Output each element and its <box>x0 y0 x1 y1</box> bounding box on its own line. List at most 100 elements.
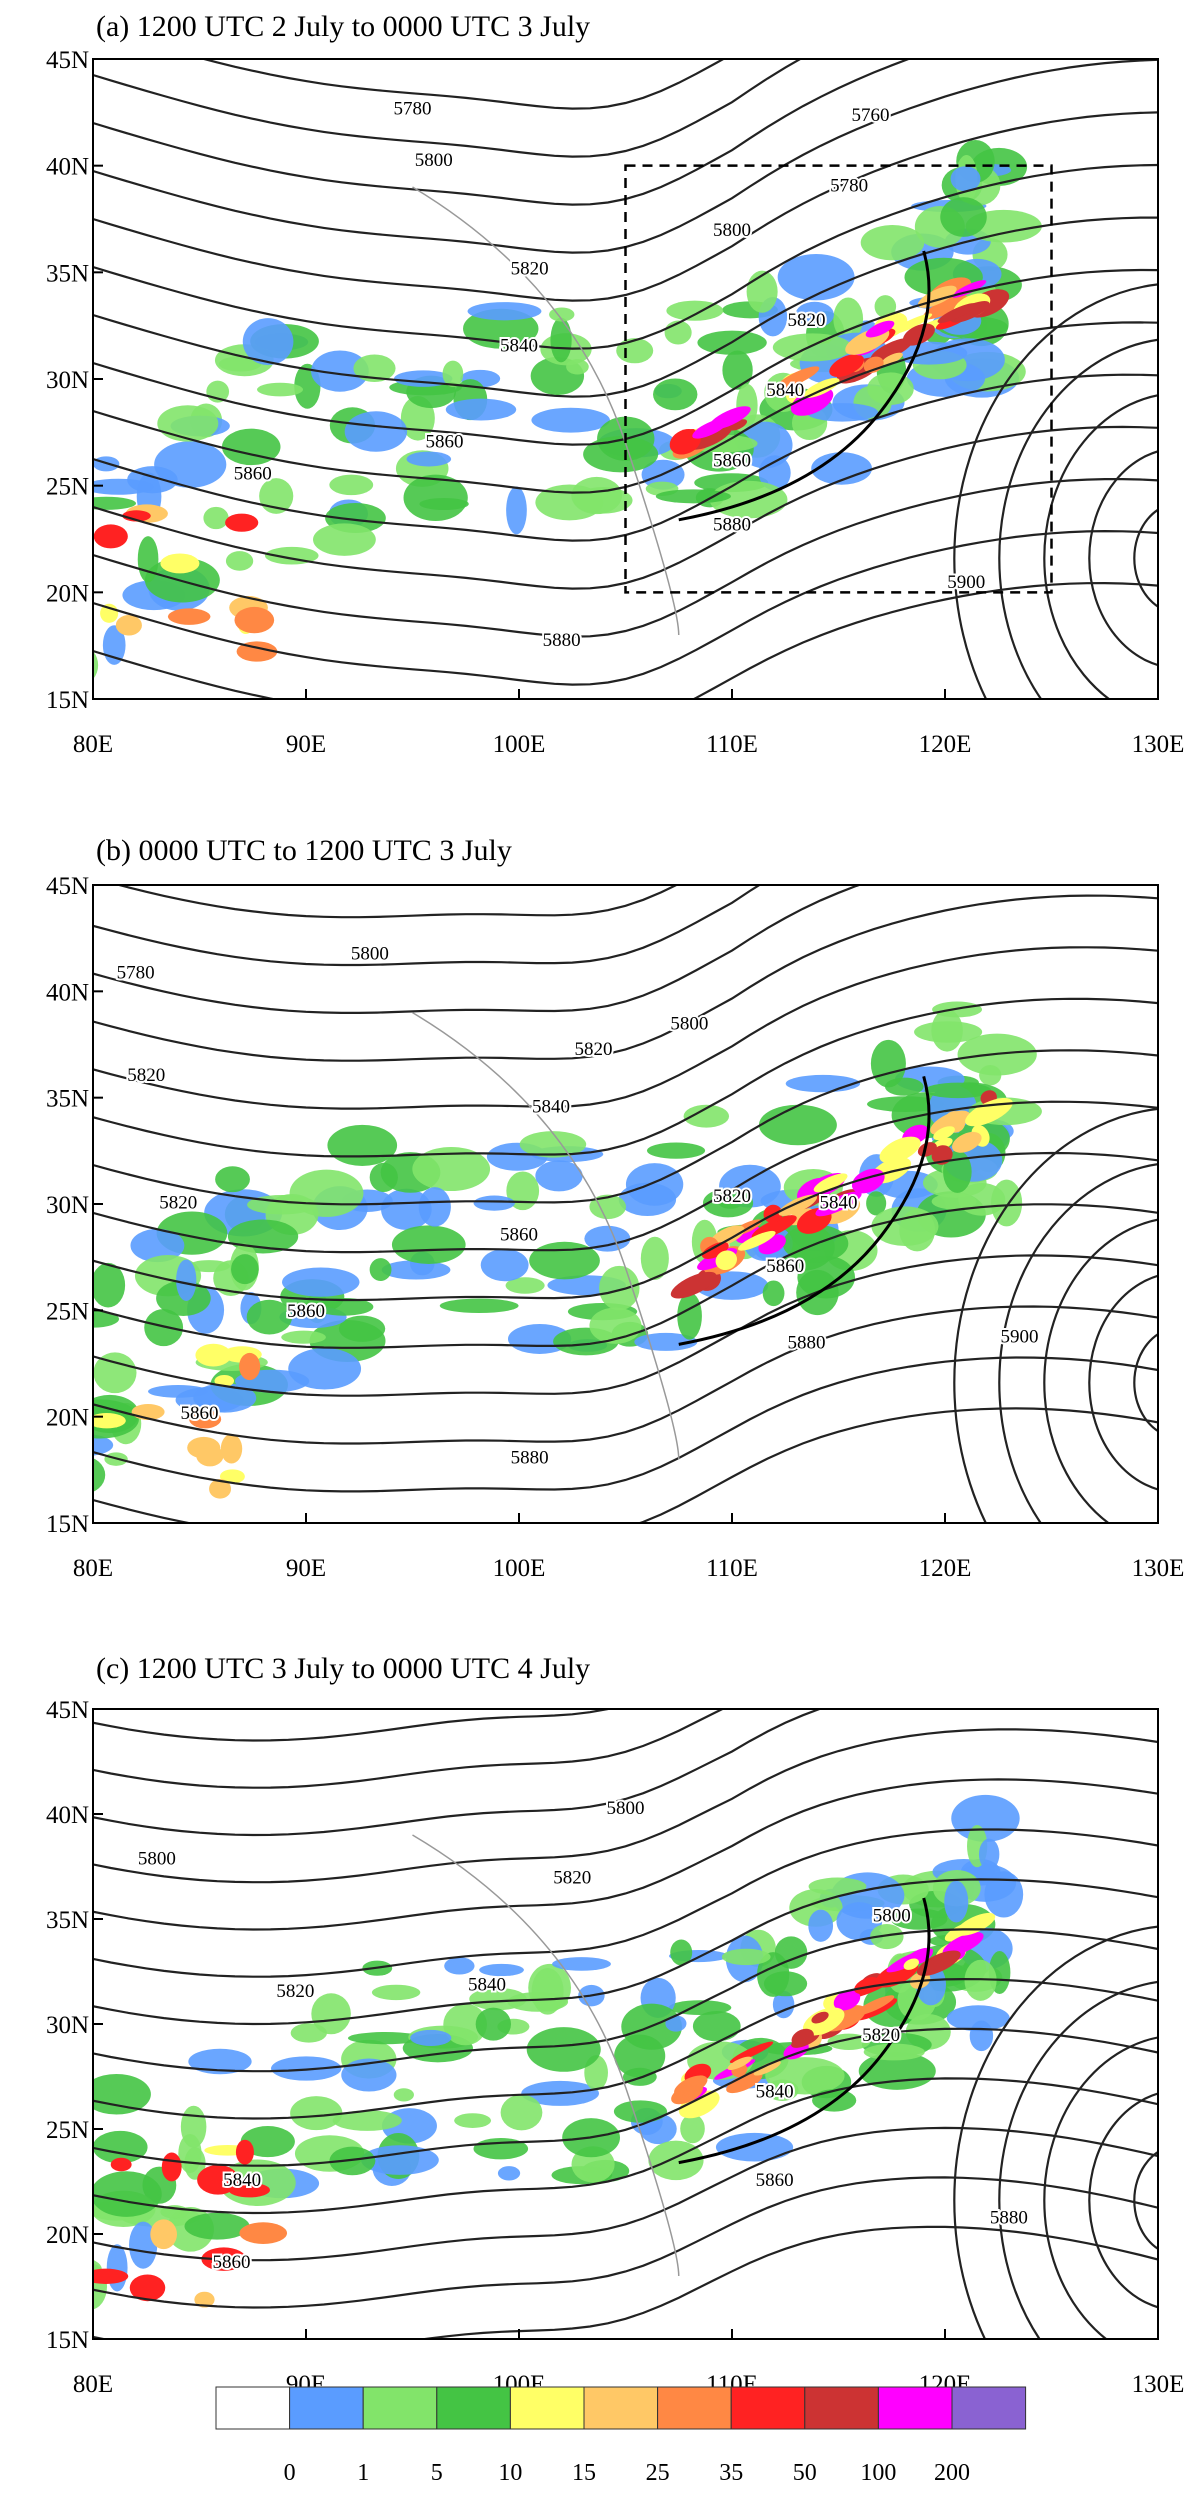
contour-label: 5800 <box>670 1014 708 1035</box>
rain-area <box>795 301 834 328</box>
colorbar-box <box>804 2386 879 2430</box>
lat-label: 40N <box>46 979 89 1006</box>
contour-label: 5800 <box>138 1849 176 1870</box>
rain-area <box>193 1383 257 1413</box>
contour-line <box>93 1709 725 1789</box>
lat-label: 20N <box>46 2222 89 2249</box>
contour-label: 5820 <box>788 310 826 331</box>
heavy-rain <box>727 2056 752 2070</box>
rain-area <box>418 1187 451 1227</box>
rain-area <box>680 2114 705 2144</box>
rain-area <box>991 1179 1023 1227</box>
rain-area <box>391 1225 466 1264</box>
heavy-rain <box>189 1409 222 1429</box>
lat-label: 20N <box>46 1405 89 1432</box>
rain-area <box>589 1194 627 1220</box>
heavy-rain <box>829 354 864 377</box>
lat-label: 35N <box>46 1086 89 1113</box>
contour-line <box>93 2027 1158 2167</box>
heavy-rain <box>220 1434 243 1464</box>
contour-line <box>93 1356 1158 1493</box>
coastline <box>678 250 931 522</box>
rain-area <box>765 2057 845 2095</box>
coastline <box>678 1075 931 1346</box>
rain-area <box>281 1330 326 1344</box>
heavy-rain <box>803 377 840 398</box>
contour-line <box>93 111 1158 302</box>
contour-line <box>93 59 803 158</box>
rain-area <box>655 489 731 504</box>
rain-area <box>978 1838 1000 1870</box>
high-contour <box>1088 450 1158 667</box>
colorbar-box <box>583 2386 659 2430</box>
high-contour <box>998 1980 1158 2339</box>
lon-label: 100E <box>493 1555 546 1582</box>
rain-area <box>348 2032 424 2045</box>
rain-area <box>762 1280 785 1307</box>
contour-label: 5860 <box>756 2170 794 2191</box>
heavy-rain <box>196 1445 224 1467</box>
contour-label: 5800 <box>713 220 751 241</box>
heavy-rain <box>933 1126 955 1141</box>
heavy-rain <box>715 1250 738 1271</box>
lat-label: 40N <box>46 154 89 181</box>
heavy-rain <box>195 1343 232 1367</box>
contour-line <box>93 2126 1158 2262</box>
rain-area <box>288 1348 362 1390</box>
lat-label: 15N <box>46 2327 89 2354</box>
lat-label: 30N <box>46 2012 89 2039</box>
lat-label: 30N <box>46 367 89 394</box>
colorbar-box <box>362 2386 438 2430</box>
high-contour <box>1133 508 1158 608</box>
contour-label: 5880 <box>511 1448 549 1469</box>
contour-line <box>93 997 1158 1158</box>
contour-label: 5800 <box>351 944 389 965</box>
border <box>412 1834 680 2277</box>
rain-area <box>188 2048 252 2075</box>
lon-label: 110E <box>706 731 758 758</box>
rain-area <box>552 1957 611 1971</box>
panel-title: (b) 0000 UTC to 1200 UTC 3 July <box>96 834 512 867</box>
contour-label: 5860 <box>425 431 463 452</box>
heavy-rain <box>93 524 128 549</box>
heavy-rain <box>235 2139 254 2165</box>
heavy-rain <box>93 2268 129 2284</box>
contour-label: 5900 <box>947 572 985 593</box>
heavy-rain <box>167 608 211 625</box>
colorbar-box <box>730 2386 806 2430</box>
rain-area <box>566 359 589 375</box>
contour-label: 5780 <box>117 963 155 984</box>
colorbar-label: 50 <box>793 2460 817 2486</box>
contour-label: 5800 <box>415 150 453 171</box>
heavy-rain <box>903 1958 919 1970</box>
contour-label: 5760 <box>851 105 889 126</box>
rain-area <box>772 1990 795 2019</box>
contour-line <box>93 894 1158 1062</box>
high-contour <box>1133 1332 1158 1433</box>
lon-label: 130E <box>1132 1555 1185 1582</box>
heavy-rain <box>214 1374 235 1387</box>
lon-label: 80E <box>73 1555 113 1582</box>
rain-area <box>203 506 229 530</box>
map-panel: 5780 5800 5800 5820 5820 5840 5820 5860 5820 5840… <box>46 834 1185 1582</box>
colorbar-label: 25 <box>646 2460 670 2486</box>
rain-area <box>665 2015 687 2032</box>
rain-area <box>500 2094 543 2131</box>
contour-line <box>93 1305 1158 1445</box>
rain-area <box>519 1131 587 1158</box>
contour-label: 5820 <box>553 1867 591 1888</box>
contour-label: 5840 <box>223 2170 261 2191</box>
contour-label: 5820 <box>862 2025 900 2046</box>
contour-label: 5840 <box>468 1975 506 1996</box>
rain-area <box>403 474 468 521</box>
rain-area <box>412 1147 491 1192</box>
rain-area <box>836 1902 883 1941</box>
rain-area <box>683 1104 730 1128</box>
heavy-rain <box>219 1469 245 1484</box>
rain-area <box>442 360 464 387</box>
heavy-rain <box>923 295 968 320</box>
rain-area <box>473 1195 515 1211</box>
rain-area <box>777 253 855 301</box>
colorbar-label: 15 <box>572 2460 596 2486</box>
rain-area <box>870 1039 906 1088</box>
